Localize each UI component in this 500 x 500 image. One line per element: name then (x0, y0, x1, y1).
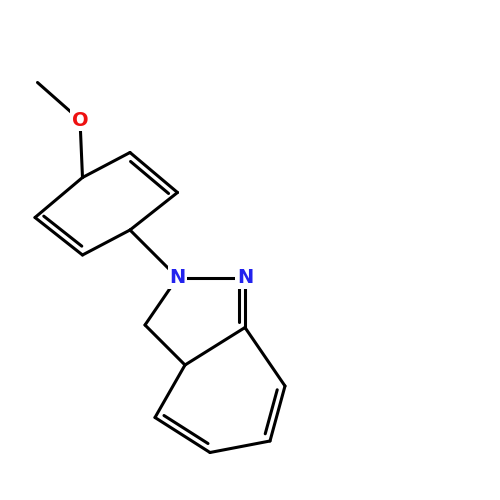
Text: N: N (170, 268, 186, 287)
Text: O: O (72, 110, 88, 130)
Text: N: N (237, 268, 253, 287)
